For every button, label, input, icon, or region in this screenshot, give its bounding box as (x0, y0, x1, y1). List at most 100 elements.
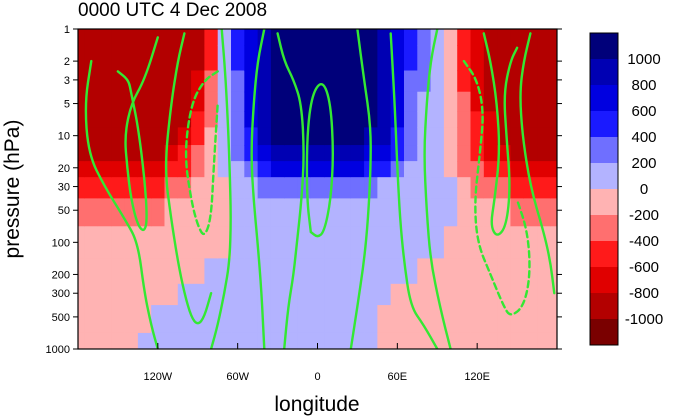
field-cell (284, 111, 299, 128)
field-cell (324, 45, 339, 72)
field-cell (457, 111, 472, 128)
field-cell (550, 29, 557, 46)
field-cell (403, 198, 418, 227)
field-cell (78, 29, 86, 46)
field-cell (244, 111, 259, 128)
x-tick-label: 120E (464, 371, 490, 383)
field-cell (270, 332, 285, 349)
field-cell (483, 305, 498, 334)
field-cell (510, 127, 525, 146)
field-cell (523, 283, 538, 306)
field-cell (457, 45, 472, 72)
field-cell (310, 161, 325, 178)
field-cell (377, 111, 392, 128)
field-cell (84, 177, 99, 199)
field-cell (443, 305, 458, 334)
field-cell (310, 258, 325, 285)
field-cell (537, 258, 551, 285)
field-cell (137, 45, 152, 72)
field-cell (97, 91, 112, 112)
field-cell (124, 305, 139, 334)
field-cell (204, 177, 219, 199)
field-cell (284, 145, 299, 162)
field-cell (137, 198, 152, 227)
field-cell (470, 283, 485, 306)
field-cell (151, 198, 166, 227)
field-cell (364, 198, 378, 227)
field-cell (231, 258, 245, 285)
field-cell (390, 305, 405, 334)
field-cell (204, 145, 219, 162)
field-cell (377, 332, 392, 349)
field-cell (483, 91, 498, 112)
field-cell (364, 305, 378, 334)
field-cell (337, 198, 352, 227)
field-cell (78, 177, 86, 199)
field-cell (443, 161, 458, 178)
field-cell (350, 145, 365, 162)
field-cell (284, 127, 299, 146)
field-cell (84, 226, 99, 259)
field-cell (164, 29, 179, 46)
field-cell (270, 198, 285, 227)
field-cell (470, 145, 485, 162)
field-cell (164, 161, 179, 178)
field-cell (97, 145, 112, 162)
field-cell (151, 70, 166, 93)
field-cell (457, 258, 472, 285)
field-cell (550, 70, 557, 93)
field-cell (78, 145, 86, 162)
colorbar-label: -400 (629, 233, 659, 250)
field-cell (377, 177, 392, 199)
field-cell (497, 111, 512, 128)
field-cell (470, 258, 485, 285)
field-cell (537, 91, 551, 112)
chart-title: 0000 UTC 4 Dec 2008 (78, 0, 267, 21)
field-cell (78, 70, 86, 93)
field-cell (417, 29, 432, 46)
field-cell (310, 177, 325, 199)
field-cell (350, 177, 365, 199)
x-tick-label: 60E (388, 371, 408, 383)
field-cell (457, 161, 472, 178)
field-cell (111, 177, 126, 199)
field-cell (257, 198, 272, 227)
colorbar-swatch (590, 85, 618, 112)
field-cell (97, 198, 112, 227)
field-cell (244, 332, 259, 349)
field-cell (310, 332, 325, 349)
field-cell (84, 258, 99, 285)
y-tick-label: 1000 (46, 344, 70, 356)
field-cell (403, 161, 418, 178)
field-cell (377, 283, 392, 306)
field-cell (284, 258, 299, 285)
field-cell (191, 161, 206, 178)
field-cell (550, 305, 557, 334)
field-cell (164, 145, 179, 162)
field-cell (457, 283, 472, 306)
field-cell (337, 145, 352, 162)
field-cell (417, 198, 432, 227)
field-cell (270, 127, 285, 146)
field-cell (270, 226, 285, 259)
field-cell (97, 226, 112, 259)
field-cell (430, 45, 445, 72)
field-cell (403, 29, 418, 46)
field-cell (97, 127, 112, 146)
field-cell (204, 226, 219, 259)
y-tick-label: 1 (64, 24, 70, 36)
field-cell (231, 127, 245, 146)
field-cell (324, 70, 339, 93)
field-cell (523, 305, 538, 334)
field-cell (111, 29, 126, 46)
field-cell (244, 29, 259, 46)
field-cell (324, 161, 339, 178)
field-cell (483, 226, 498, 259)
field-cell (204, 29, 219, 46)
field-cell (364, 45, 378, 72)
colorbar-swatch (590, 267, 618, 294)
field-cell (483, 332, 498, 349)
colorbar-swatch (590, 319, 618, 346)
field-cell (377, 305, 392, 334)
